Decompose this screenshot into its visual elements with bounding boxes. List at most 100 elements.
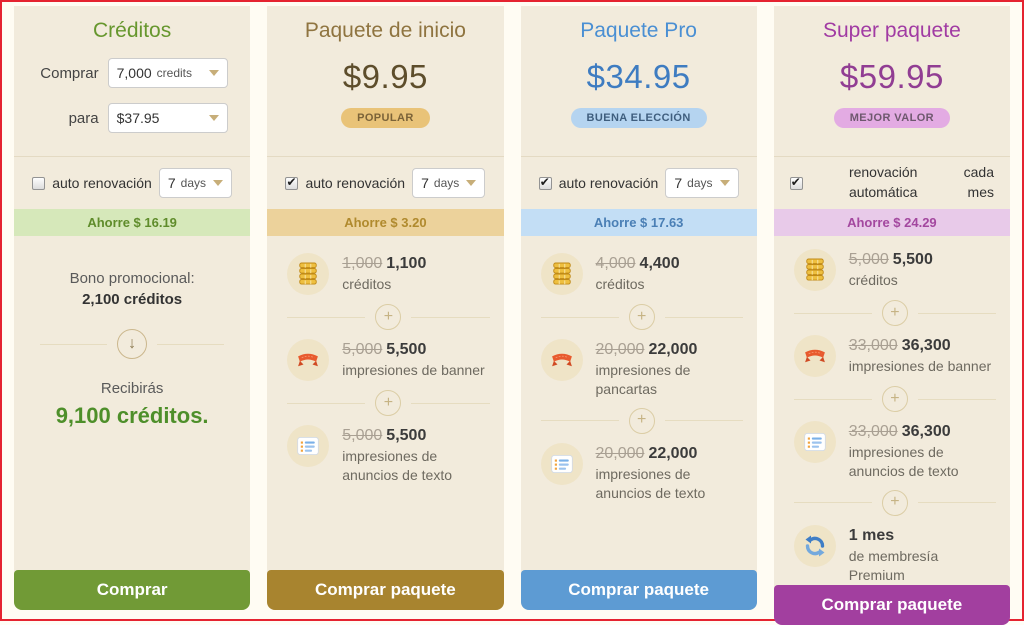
auto-renewal-row: auto renovación 7 days [521, 157, 757, 209]
plan-price: $34.95 [586, 58, 691, 95]
feature-credits: 1,000 1,100 créditos [287, 253, 489, 295]
renewal-period-select[interactable]: 7 days [665, 168, 739, 198]
auto-renewal-label: auto renovación [558, 175, 659, 191]
credits-price-select[interactable]: $37.95 [107, 103, 228, 133]
old-value: 33,000 [848, 423, 898, 440]
ribbon-icon [540, 339, 583, 381]
new-value: 22,000 [648, 444, 698, 462]
old-value: 1,000 [342, 255, 383, 272]
chevron-down-icon [466, 180, 477, 186]
promo-section: Bono promocional: 2,100 créditos Recibir… [14, 236, 250, 570]
feature-text-ads: 5,000 5,500 impresiones de anuncios de te… [287, 425, 489, 485]
chevron-down-icon [213, 180, 224, 186]
text-ad-icon [540, 442, 583, 485]
promo-bonus-value: 2,100 créditos [82, 291, 183, 308]
chevron-down-icon [208, 115, 219, 121]
old-value: 4,000 [595, 255, 636, 272]
plus-icon [628, 304, 655, 330]
feature-text-ads: 33,000 36,300 impresiones de anuncios de … [793, 421, 996, 481]
auto-renewal-row: auto renovación 7 days [14, 157, 250, 209]
feature-label: impresiones de anuncios de texto [595, 465, 706, 501]
plus-divider [540, 304, 743, 330]
plus-divider [287, 390, 490, 416]
feature-label: impresiones de banner [848, 358, 992, 374]
auto-renewal-row: auto renovación 7 days [267, 157, 503, 209]
renewal-period-label: cada mes [963, 164, 994, 200]
feature-label: impresiones de banner [342, 362, 485, 378]
arrow-down-icon [117, 329, 148, 359]
renewal-period-select[interactable]: 7 days [412, 168, 486, 198]
for-label: para [68, 109, 99, 127]
feature-label: créditos [595, 276, 645, 292]
receive-total: 9,100 créditos. [55, 403, 209, 428]
plan-badge: MEJOR VALOR [833, 108, 950, 128]
promo-bonus-label: Bono promocional: [69, 270, 195, 287]
credits-amount-select[interactable]: 7,000 credits [107, 58, 228, 88]
old-value: 20,000 [595, 444, 645, 462]
feature-premium-membership: 1 mes de membresía Premium [793, 524, 996, 585]
feature-credits: 4,000 4,400 créditos [540, 253, 743, 295]
plan-title: Super paquete [822, 19, 961, 42]
plan-price: $59.95 [839, 58, 944, 95]
feature-credits: 5,000 5,500 créditos [793, 249, 996, 291]
chevron-down-icon [208, 70, 219, 76]
plan-title: Paquete Pro [580, 19, 697, 42]
chevron-down-icon [719, 180, 730, 186]
arrow-divider [40, 329, 225, 359]
ribbon-icon [287, 339, 330, 381]
auto-renewal-checkbox[interactable] [538, 175, 552, 190]
buy-package-button[interactable]: Comprar paquete [520, 570, 757, 610]
buy-credits-button[interactable]: Comprar [14, 570, 251, 610]
buy-label: Comprar [40, 64, 99, 82]
plan-column-pro: Paquete Pro $34.95 BUENA ELECCIÓN auto r… [520, 6, 757, 610]
savings-banner: Ahorre $ 16.19 [14, 209, 251, 236]
plus-icon [881, 300, 908, 326]
feature-label: créditos [848, 272, 898, 288]
savings-banner: Ahorre $ 24.29 [773, 209, 1010, 236]
plan-badge: BUENA ELECCIÓN [570, 108, 707, 128]
plan-column-super: Super paquete $59.95 MEJOR VALOR renovac… [773, 6, 1010, 625]
ribbon-icon [793, 335, 836, 377]
feature-text-ads: 20,000 22,000 impresiones de anuncios de … [540, 442, 743, 503]
plan-price: $9.95 [342, 58, 428, 95]
buy-package-button[interactable]: Comprar paquete [773, 584, 1010, 625]
plan-header: Paquete Pro $34.95 BUENA ELECCIÓN [520, 6, 757, 157]
old-value: 5,000 [342, 427, 383, 444]
savings-banner: Ahorre $ 17.63 [520, 209, 757, 236]
new-value: 1 mes [848, 526, 895, 544]
plus-divider [287, 304, 490, 330]
plus-icon [375, 304, 402, 330]
plus-divider [793, 300, 996, 326]
plus-icon [881, 386, 908, 412]
plus-icon [375, 390, 402, 416]
auto-renewal-checkbox[interactable] [789, 175, 803, 190]
new-value: 36,300 [901, 423, 951, 440]
credits-amount-row: Comprar 7,000 credits [37, 58, 228, 88]
plus-icon [628, 407, 655, 434]
auto-renewal-checkbox[interactable] [32, 176, 46, 190]
auto-renewal-label: auto renovación [52, 175, 152, 191]
auto-renewal-label: auto renovación [305, 175, 406, 191]
buy-package-button[interactable]: Comprar paquete [267, 570, 504, 610]
auto-renewal-row: renovación automática cada mes [774, 157, 1010, 209]
credits-price-row: para $37.95 [37, 103, 228, 133]
plan-column-creditos: Créditos Comprar 7,000 credits para $37.… [14, 6, 251, 610]
renewal-period-select[interactable]: 7 days [158, 168, 233, 198]
plan-title: Créditos [93, 19, 172, 42]
auto-renewal-checkbox[interactable] [285, 175, 299, 190]
text-ad-icon [287, 425, 330, 467]
plus-divider [540, 407, 743, 434]
plan-column-inicio: Paquete de inicio $9.95 POPULAR auto ren… [267, 6, 504, 610]
feature-banner-impressions: 5,000 5,500 impresiones de banner [287, 339, 489, 381]
new-value: 4,400 [639, 255, 680, 272]
plan-badge: POPULAR [341, 108, 430, 128]
refresh-icon [793, 524, 836, 567]
new-value: 5,500 [386, 427, 427, 444]
feature-label: impresiones de pancartas [595, 362, 691, 397]
plus-divider [793, 386, 996, 412]
feature-banner-impressions: 33,000 36,300 impresiones de banner [793, 335, 996, 377]
